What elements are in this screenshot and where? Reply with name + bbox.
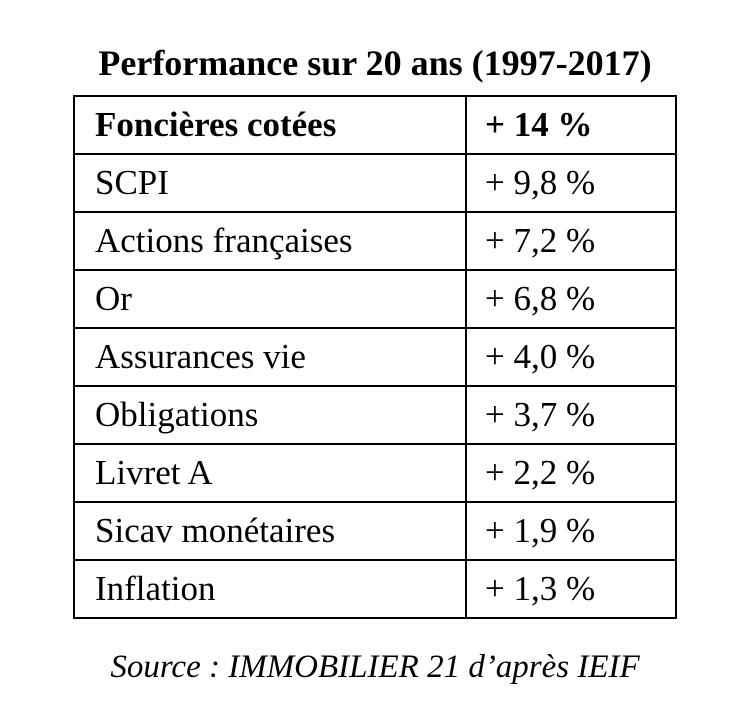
row-label: Actions françaises [73,211,467,271]
table-title: Performance sur 20 ans (1997-2017) [98,43,652,83]
row-value: + 1,3 % [465,559,677,619]
row-label: Or [73,269,467,329]
row-value: + 2,2 % [465,443,677,503]
row-label: Livret A [73,443,467,503]
table-row: SCPI + 9,8 % [73,153,677,213]
row-value: + 4,0 % [465,327,677,387]
table-row: Or + 6,8 % [73,269,677,329]
row-label: Inflation [73,559,467,619]
performance-table: Foncières cotées + 14 % SCPI + 9,8 % Actions… [73,95,677,619]
table-row: Actions françaises + 7,2 % [73,211,677,271]
row-label: Obligations [73,385,467,445]
table-body: Foncières cotées + 14 % SCPI + 9,8 % Actions… [73,95,677,619]
table-row: Inflation + 1,3 % [73,559,677,619]
row-value: + 14 % [465,95,677,155]
table-row: Foncières cotées + 14 % [73,95,677,155]
row-label: Foncières cotées [73,95,467,155]
table-row: Livret A + 2,2 % [73,443,677,503]
row-label: Assurances vie [73,327,467,387]
row-value: + 3,7 % [465,385,677,445]
row-value: + 6,8 % [465,269,677,329]
row-value: + 9,8 % [465,153,677,213]
table-row: Assurances vie + 4,0 % [73,327,677,387]
source-note: Source : IMMOBILIER 21 d’après IEIF [110,649,640,685]
row-label: Sicav monétaires [73,501,467,561]
row-label: SCPI [73,153,467,213]
table-row: Obligations + 3,7 % [73,385,677,445]
row-value: + 7,2 % [465,211,677,271]
row-value: + 1,9 % [465,501,677,561]
table-row: Sicav monétaires + 1,9 % [73,501,677,561]
